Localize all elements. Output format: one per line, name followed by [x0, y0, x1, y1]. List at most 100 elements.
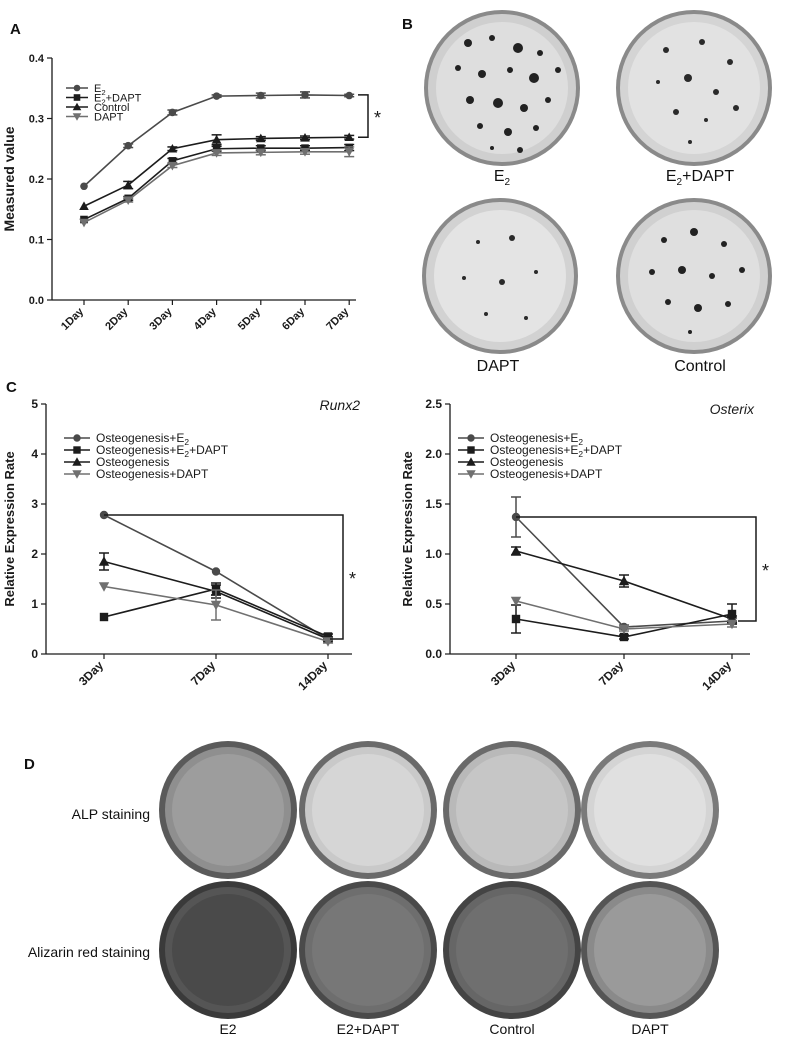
- legend-item: Osteogenesis+E2+DAPT: [458, 443, 623, 459]
- chart-title: Runx2: [320, 397, 361, 413]
- data-point: [726, 619, 738, 630]
- x-tick-label: 6Day: [280, 305, 308, 333]
- legend-marker: [466, 457, 476, 466]
- x-tick-label: 3Day: [488, 658, 518, 688]
- data-point: [123, 180, 133, 189]
- legend-item: Osteogenesis+DAPT: [64, 467, 209, 481]
- series-osteogenesis: [510, 545, 738, 624]
- legend-label: Osteogenesis+E2+DAPT: [490, 443, 623, 459]
- data-point: [167, 143, 178, 153]
- column-label-e2-dapt: E2+DAPT: [336, 1021, 400, 1037]
- legend-item: Osteogenesis: [458, 455, 563, 469]
- data-point: [79, 218, 89, 228]
- significance-bracket: *: [104, 514, 356, 640]
- x-tick-label: 3Day: [147, 305, 175, 333]
- legend-label: E2+DAPT: [94, 93, 142, 107]
- alp-dish-e2-dapt: [299, 741, 437, 879]
- data-point: [300, 133, 310, 142]
- significance-star: *: [762, 561, 769, 581]
- legend-label: Osteogenesis+E2: [96, 431, 189, 447]
- chart-osterix: 0.0 0.5 1.0 1.5 2.0 2.5 3Day 7Day 14Day Relative …: [400, 397, 769, 693]
- y-tick-label: 1: [31, 597, 38, 611]
- legend-marker: [73, 446, 81, 454]
- x-tick-label: 7Day: [188, 658, 218, 688]
- y-tick-label: 0.0: [29, 295, 44, 307]
- chart-title: Osterix: [710, 401, 755, 417]
- legend-marker: [466, 470, 476, 479]
- series-control: [79, 132, 355, 211]
- x-tick-label: 1Day: [59, 305, 87, 333]
- panel-letter-d: D: [24, 756, 35, 773]
- data-point: [99, 612, 109, 622]
- significance-star: *: [349, 569, 356, 589]
- significance-bracket: *: [358, 94, 381, 139]
- alp-dish-control: [443, 741, 581, 879]
- data-point: [344, 147, 354, 157]
- legend-label: Osteogenesis+DAPT: [96, 467, 209, 481]
- colony-dish-dapt: [422, 198, 578, 354]
- x-tick-label: 3Day: [76, 658, 106, 688]
- y-tick-label: 5: [31, 397, 38, 411]
- y-axis-label: Relative Expression Rate: [2, 451, 17, 606]
- y-tick-label: 3: [31, 497, 38, 511]
- data-point: [345, 91, 354, 100]
- row-label-alizarin: Alizarin red staining: [27, 944, 150, 960]
- bracket-line: [516, 516, 757, 622]
- data-point: [618, 575, 630, 586]
- x-tick-label: 2Day: [103, 305, 131, 333]
- significance-bracket: *: [516, 516, 769, 622]
- x-tick-label: 7Day: [596, 658, 626, 688]
- legend-item: Osteogenesis+E2: [458, 431, 583, 447]
- legend-marker: [73, 434, 81, 442]
- y-tick-label: 2: [31, 547, 38, 561]
- data-point: [211, 134, 222, 144]
- data-point: [301, 91, 309, 99]
- data-point: [79, 201, 89, 211]
- bracket-line: [104, 514, 344, 640]
- data-point: [256, 148, 266, 158]
- legend-label: Osteogenesis+DAPT: [490, 467, 603, 481]
- data-point: [124, 141, 132, 150]
- x-tick-label: 7Day: [324, 305, 352, 333]
- legend-item: E2+DAPT: [66, 93, 142, 107]
- alp-dish-dapt: [581, 741, 719, 879]
- data-point: [211, 567, 221, 576]
- series-osteogenesis-dapt: [510, 596, 738, 635]
- data-point: [510, 596, 522, 607]
- y-tick-label: 1.0: [425, 547, 442, 561]
- significance-star: *: [374, 108, 381, 128]
- legend-label: Osteogenesis+E2: [490, 431, 583, 447]
- y-tick-label: 2.0: [425, 447, 442, 461]
- column-label-e2: E2: [219, 1021, 237, 1037]
- x-tick-label: 4Day: [192, 305, 220, 333]
- legend-item: Osteogenesis+DAPT: [458, 467, 603, 481]
- legend-label: Osteogenesis: [490, 455, 563, 469]
- data-point: [212, 144, 221, 153]
- alizarin-dish-dapt: [581, 881, 719, 1019]
- x-tick-label: 5Day: [236, 305, 264, 333]
- row-label-alp: ALP staining: [71, 806, 150, 822]
- legend-item: Osteogenesis+E2: [64, 431, 189, 447]
- chart-measured-value: 0.0 0.1 0.2 0.3 0.4 1Day 2Day 3Day 4Day 5Day 6Day 7…: [1, 53, 381, 333]
- data-point: [619, 632, 629, 642]
- legend-label: Control: [94, 102, 129, 114]
- legend-item: DAPT: [66, 112, 124, 124]
- data-point: [98, 556, 110, 566]
- legend-marker: [73, 94, 81, 101]
- data-point: [256, 133, 266, 143]
- data-point: [210, 600, 222, 611]
- y-tick-label: 1.5: [425, 497, 442, 511]
- legend-marker: [72, 457, 82, 466]
- column-label-control: Control: [489, 1021, 535, 1037]
- series-line: [515, 516, 733, 628]
- data-point: [511, 614, 521, 624]
- alizarin-dish-e2-dapt: [299, 881, 437, 1019]
- legend-marker: [467, 434, 475, 442]
- alizarin-dish-e2: [159, 881, 297, 1019]
- colony-dish-control: [616, 198, 772, 354]
- legend-label: DAPT: [94, 112, 124, 124]
- x-tick-label: 14Day: [295, 658, 330, 693]
- y-tick-label: 0.4: [29, 53, 45, 65]
- legend-item: Osteogenesis: [64, 455, 169, 469]
